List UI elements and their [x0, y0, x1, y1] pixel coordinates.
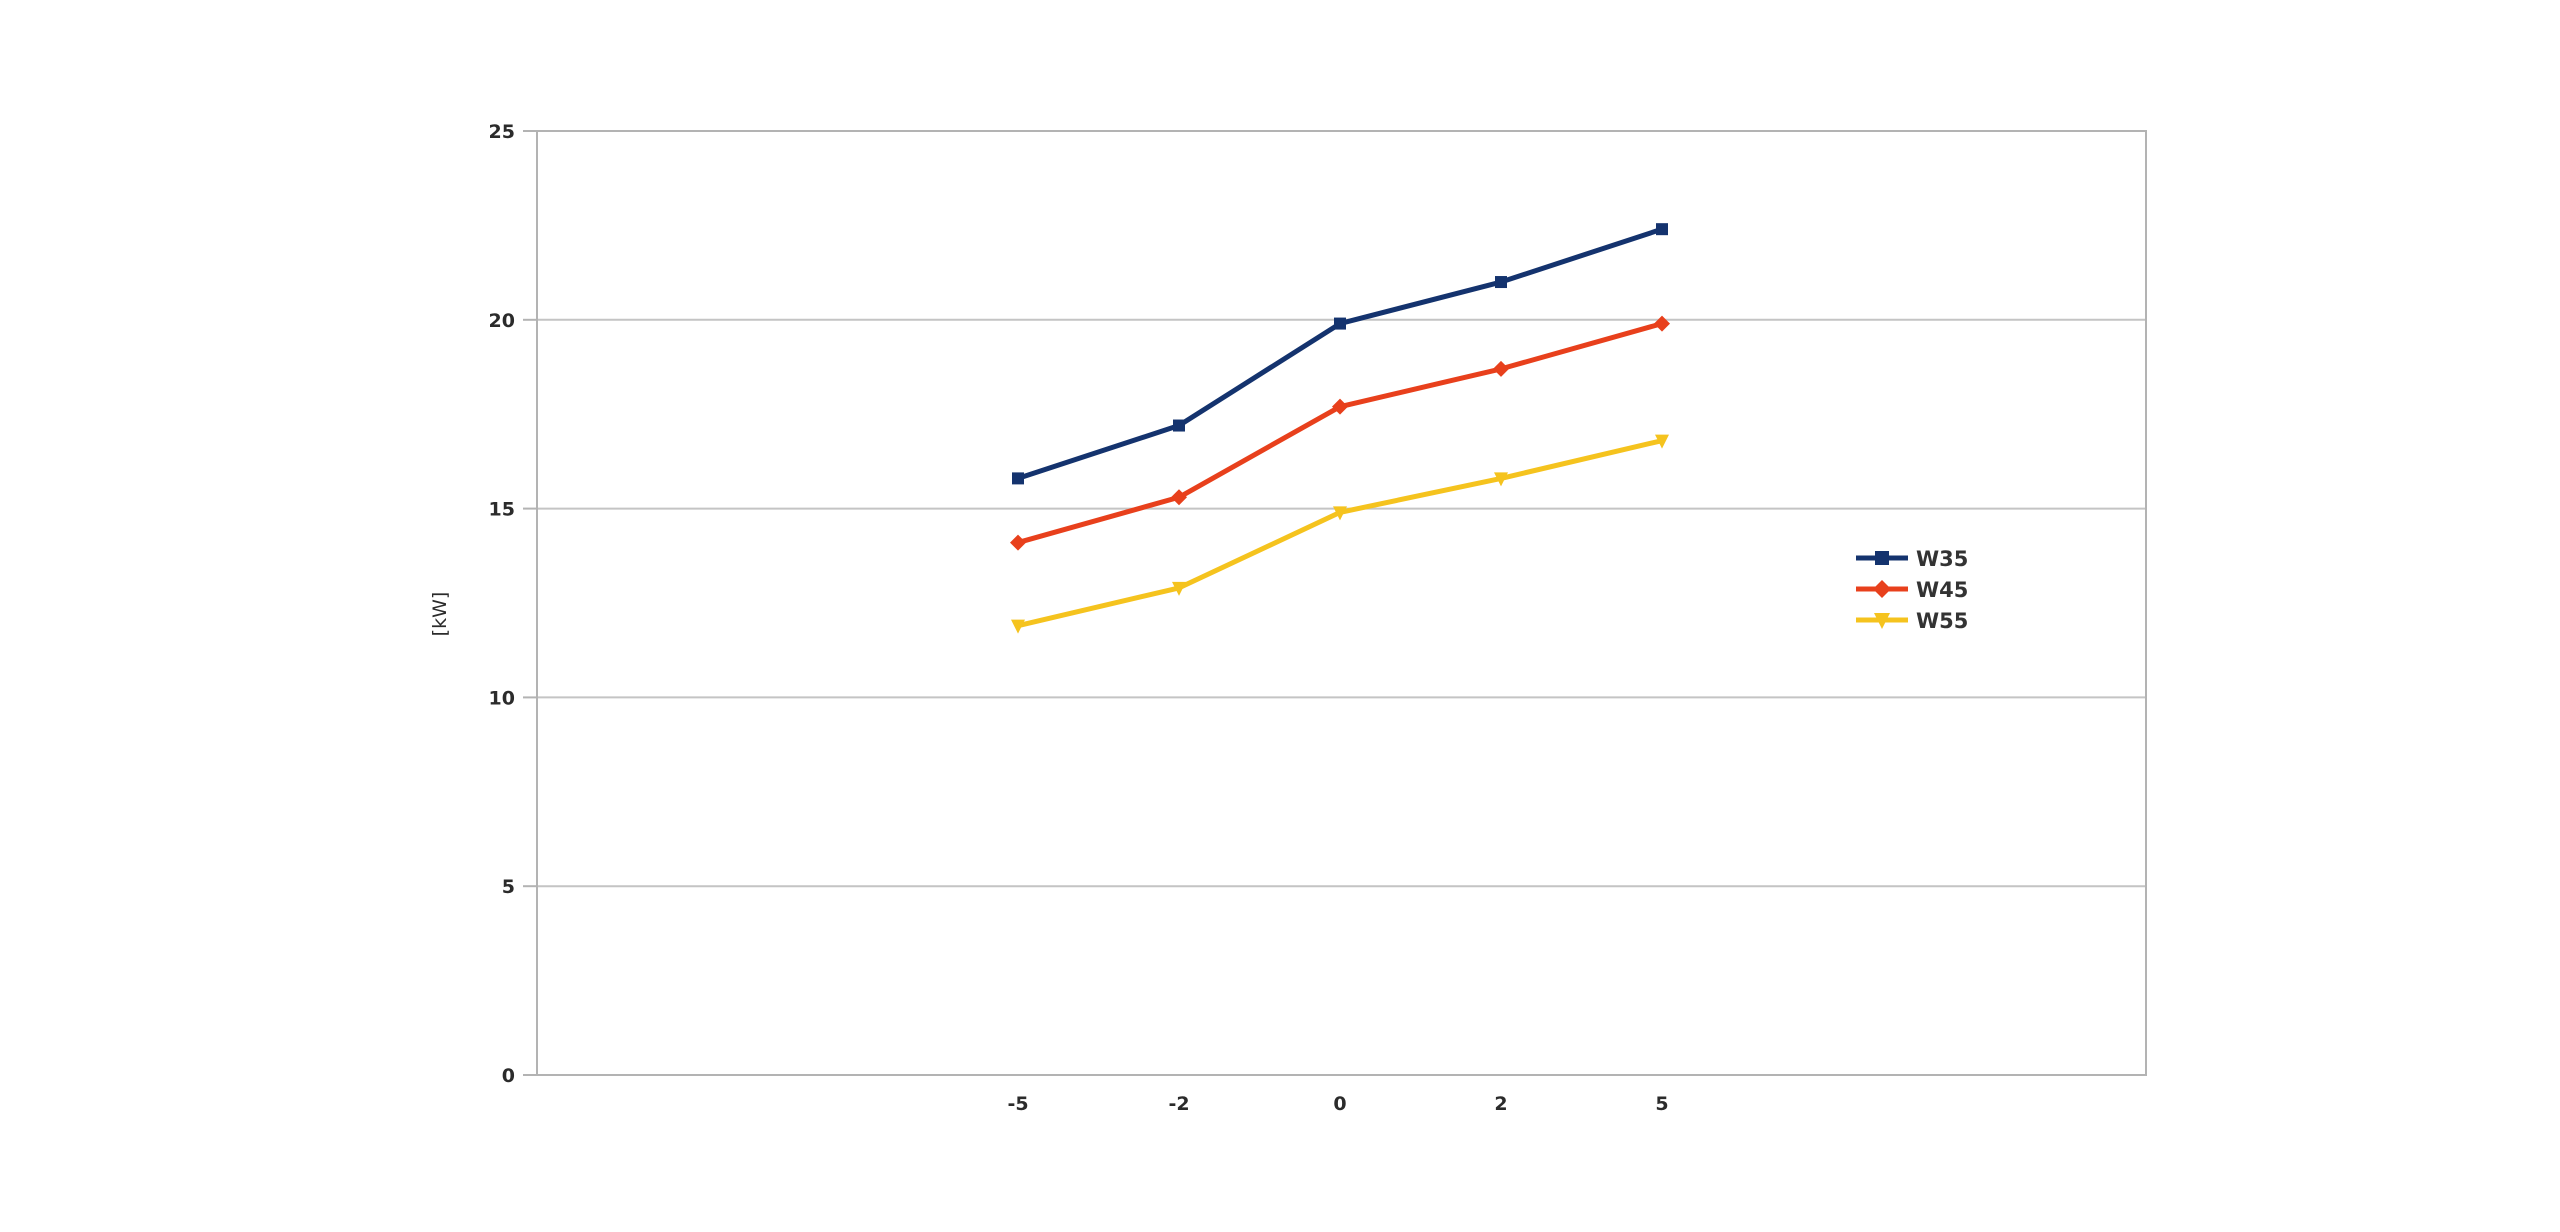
- legend-label: W35: [1916, 547, 1968, 571]
- x-axis-ticks: -5 -2 0 2 5: [1007, 1093, 1668, 1115]
- data-point: [1334, 317, 1346, 330]
- legend-marker: [1873, 580, 1891, 598]
- series-w35: [1012, 223, 1668, 485]
- y-tick-label: 5: [502, 876, 515, 898]
- legend-marker: [1875, 551, 1889, 565]
- series-line: [1017, 438, 1663, 629]
- data-point: [1655, 434, 1669, 449]
- y-tick-label: 15: [489, 499, 515, 521]
- x-tick-label: 0: [1333, 1093, 1346, 1115]
- data-point: [1332, 398, 1348, 415]
- legend-label: W45: [1916, 578, 1968, 602]
- y-tick-label: 25: [489, 121, 515, 143]
- data-point: [1011, 619, 1025, 634]
- y-tick-label: 0: [502, 1065, 515, 1087]
- x-tick-label: -5: [1007, 1093, 1028, 1115]
- legend: W35 W45 W55: [1856, 547, 1968, 633]
- data-point: [1010, 534, 1026, 551]
- x-tick-label: 5: [1655, 1093, 1668, 1115]
- legend-marker: [1874, 613, 1890, 629]
- data-point: [1493, 360, 1509, 377]
- series-w55: [1011, 434, 1669, 634]
- y-axis-label: [kW]: [429, 592, 451, 637]
- data-point: [1654, 315, 1670, 332]
- legend-item: W55: [1856, 609, 1968, 633]
- data-point: [1173, 419, 1185, 432]
- data-point: [1172, 581, 1186, 596]
- legend-item: W35: [1856, 547, 1968, 571]
- x-tick-label: 2: [1494, 1093, 1507, 1115]
- y-axis-ticks: 0 5 10 15 20 25: [489, 121, 537, 1087]
- data-point: [1656, 223, 1668, 236]
- x-tick-label: -2: [1168, 1093, 1189, 1115]
- data-point: [1171, 489, 1187, 506]
- y-tick-label: 10: [489, 687, 515, 709]
- series-group: [1010, 223, 1670, 634]
- data-point: [1494, 472, 1508, 487]
- y-tick-label: 20: [489, 310, 515, 332]
- series-w45: [1010, 315, 1670, 551]
- legend-item: W45: [1856, 578, 1968, 602]
- data-point: [1012, 472, 1024, 485]
- data-point: [1495, 276, 1507, 289]
- legend-label: W55: [1916, 609, 1968, 633]
- data-point: [1333, 506, 1347, 521]
- series-line: [1017, 226, 1663, 481]
- plot-area-frame: [536, 130, 2147, 1076]
